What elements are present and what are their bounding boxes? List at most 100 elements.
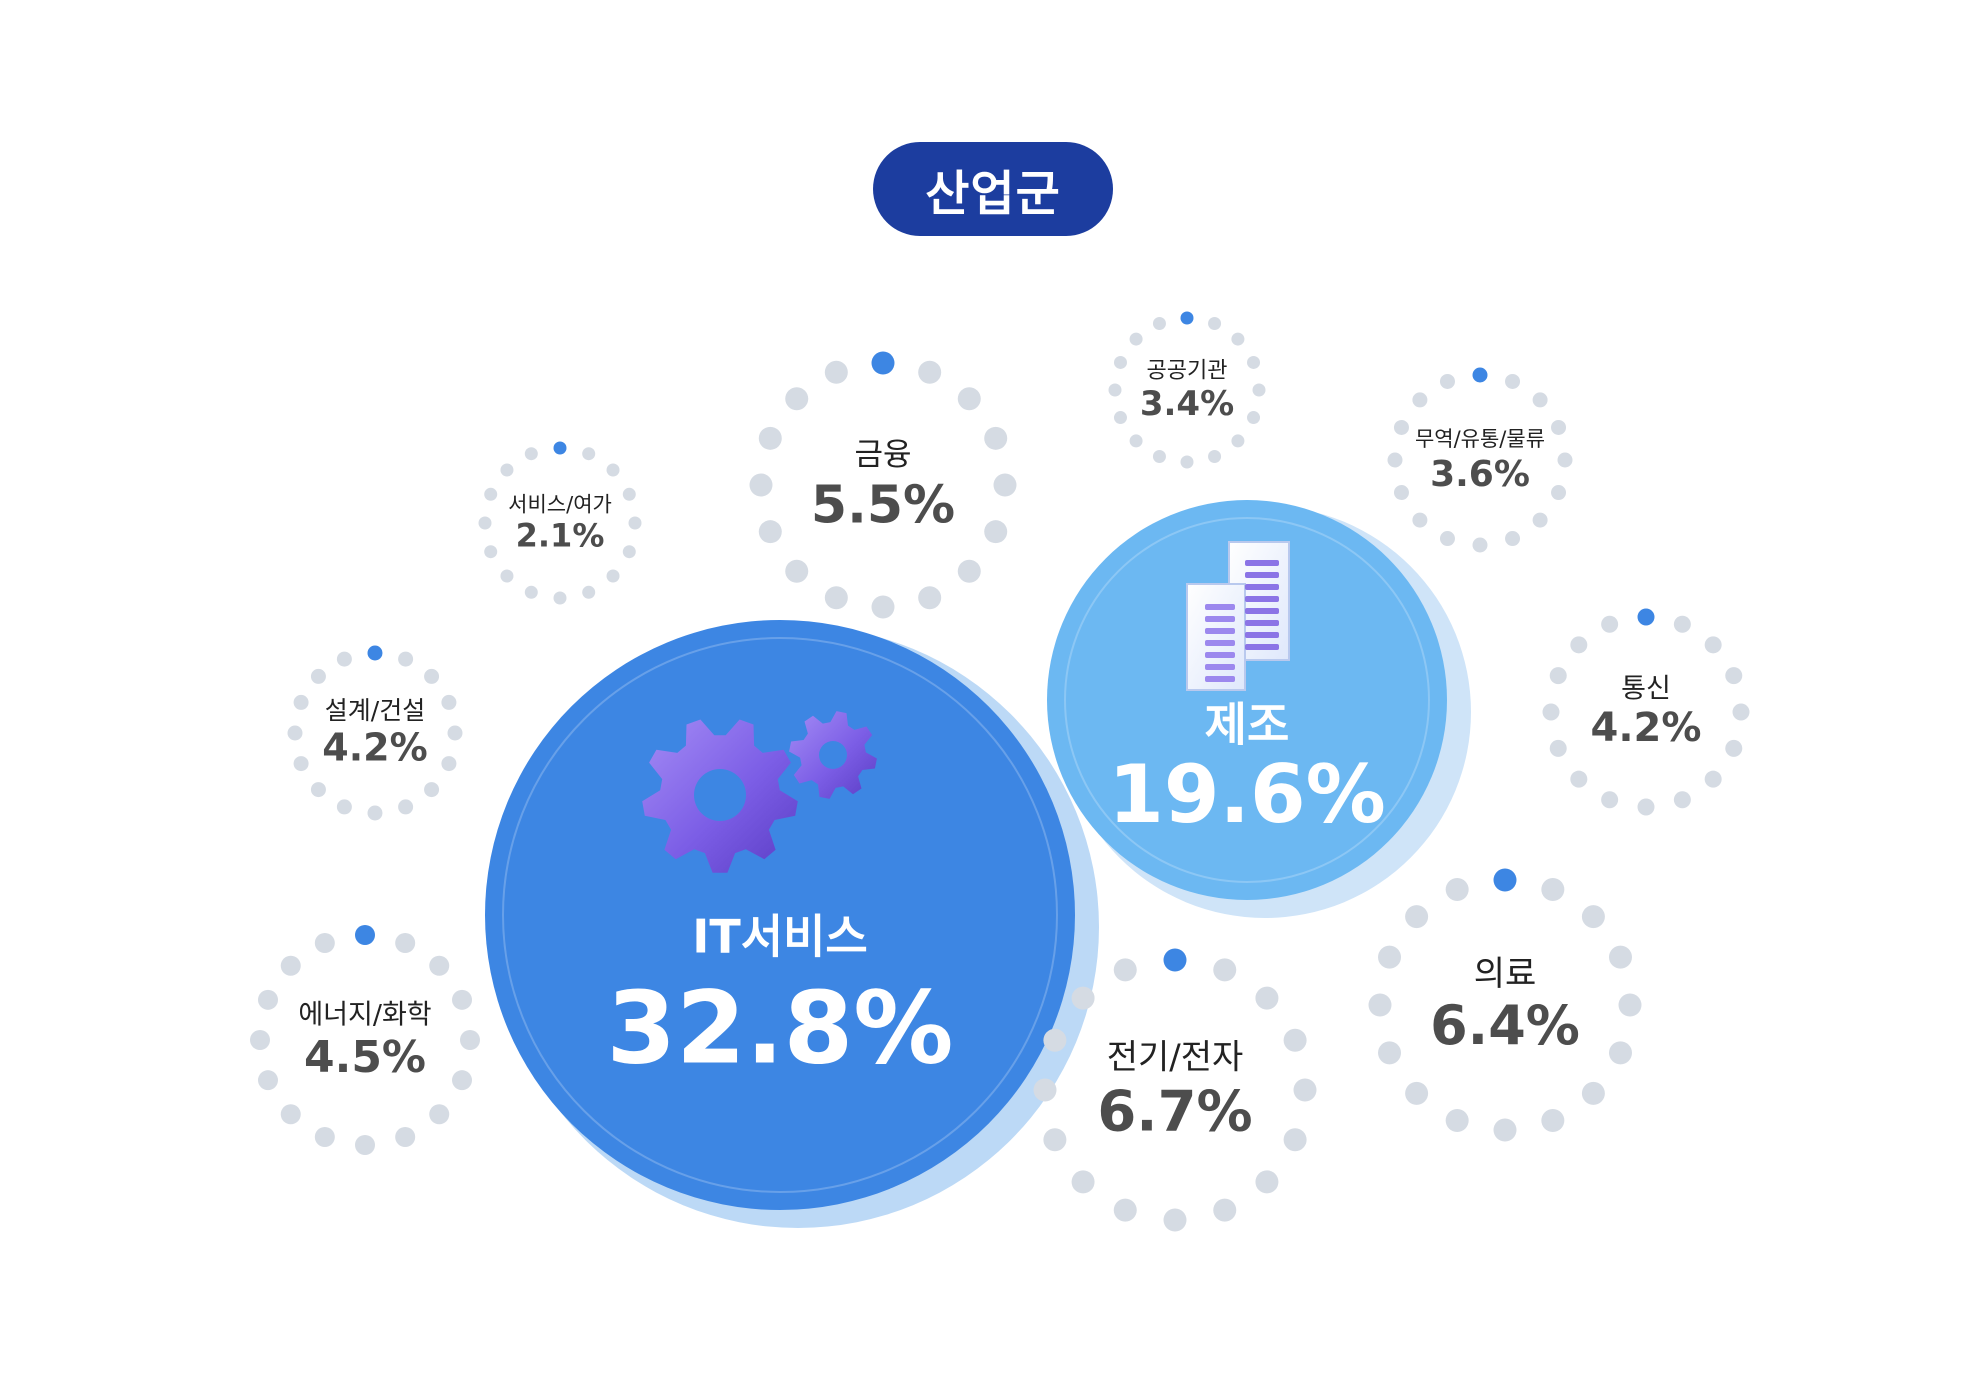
ring-dot: [606, 463, 620, 477]
ring-dot: [1439, 531, 1455, 547]
ring-dot: [1725, 667, 1743, 685]
ring-dot: [1255, 986, 1279, 1010]
category-7-dot-ring: [1542, 608, 1750, 816]
category-9-dot-ring: [1108, 311, 1266, 469]
category-3-bubble: [1368, 868, 1642, 1142]
gears-icon: [642, 711, 877, 873]
ring-dot: [1551, 485, 1567, 501]
ring-dot: [1570, 770, 1588, 788]
ring-dot: [336, 651, 352, 667]
ring-dot: [918, 360, 942, 384]
ring-dot: [500, 569, 514, 583]
ring-dot: [1704, 636, 1722, 654]
ring-dot: [250, 1030, 270, 1050]
ring-dot: [1378, 945, 1402, 969]
category-4-bubble: [749, 351, 1017, 619]
ring-dot: [1637, 798, 1655, 816]
ring-dot: [1439, 373, 1455, 389]
ring-dot: [1283, 1128, 1307, 1152]
ring-dot: [524, 585, 538, 599]
ring-dot: [758, 520, 782, 544]
ring-dot: [355, 1135, 375, 1155]
ring-dot: [824, 586, 848, 610]
category-6-bubble: [287, 645, 463, 821]
category-9-bubble: [1108, 311, 1266, 469]
category-3-dot-ring: [1368, 868, 1642, 1142]
ring-dot: [1673, 615, 1691, 633]
ring-dot: [1618, 993, 1642, 1017]
category-4-dot-ring: [749, 351, 1017, 619]
ring-dot: [1231, 332, 1245, 346]
ring-dot: [622, 545, 636, 559]
ring-dot: [553, 441, 567, 455]
ring-dot: [1505, 373, 1521, 389]
ring-dot: [606, 569, 620, 583]
ring-dot: [1532, 392, 1548, 408]
ring-dot: [452, 989, 473, 1010]
ring-dot: [1608, 1041, 1632, 1065]
ring-dot: [1445, 878, 1469, 902]
category-8-bubble: [1387, 367, 1573, 553]
category-5-value: 4.5%: [304, 1032, 426, 1083]
ring-dot: [1163, 1208, 1187, 1232]
ring-dot: [1445, 1108, 1469, 1132]
ring-dot: [993, 473, 1017, 497]
ring-dot: [871, 595, 895, 619]
category-7-name: 통신: [1621, 674, 1671, 705]
ring-dot: [1113, 1198, 1137, 1222]
category-6-name: 설계/건설: [325, 696, 425, 725]
ring-dot: [500, 463, 514, 477]
ring-dot: [1180, 455, 1194, 469]
ring-dot: [1293, 1078, 1317, 1102]
ring-dot: [1368, 993, 1392, 1017]
ring-dot: [1637, 608, 1655, 626]
ring-dot: [398, 651, 414, 667]
ring-dot: [1387, 452, 1403, 468]
ring-dot: [280, 955, 301, 976]
ring-dot: [424, 668, 440, 684]
ring-dot: [287, 725, 303, 741]
ring-dot: [280, 1104, 301, 1125]
ring-dot: [355, 925, 375, 945]
ring-dot: [367, 645, 383, 661]
ring-dot: [441, 694, 457, 710]
ring-dot: [1393, 485, 1409, 501]
bubble-circle: [1047, 500, 1447, 900]
ring-dot: [824, 360, 848, 384]
category-9-value: 3.4%: [1140, 384, 1234, 424]
ring-dot: [1113, 411, 1127, 425]
ring-dot: [1557, 452, 1573, 468]
ring-dot: [1255, 1170, 1279, 1194]
bubble-circle: [485, 620, 1075, 1210]
ring-dot: [1405, 905, 1429, 929]
ring-dot: [1505, 531, 1521, 547]
ring-dot: [1247, 355, 1261, 369]
category-5-dot-ring: [250, 925, 480, 1155]
ring-dot: [1601, 615, 1619, 633]
category-2-name: 전기/전자: [1107, 1038, 1244, 1078]
ring-dot: [395, 932, 416, 953]
ring-dot: [1732, 703, 1750, 721]
ring-dot: [395, 1127, 416, 1148]
ring-dot: [749, 473, 773, 497]
category-0-value: 32.8%: [607, 969, 954, 1086]
ring-dot: [1108, 383, 1122, 397]
ring-dot: [1129, 332, 1143, 346]
chart-title: 산업군: [873, 142, 1113, 236]
ring-dot: [478, 516, 492, 530]
category-6-dot-ring: [287, 645, 463, 821]
ring-dot: [484, 545, 498, 559]
ring-dot: [1412, 512, 1428, 528]
ring-dot: [622, 487, 636, 501]
ring-dot: [447, 725, 463, 741]
ring-dot: [1549, 667, 1567, 685]
ring-dot: [314, 1127, 335, 1148]
ring-dot: [871, 351, 895, 375]
ring-dot: [957, 387, 981, 411]
ring-dot: [1213, 958, 1237, 982]
category-3-value: 6.4%: [1430, 994, 1580, 1057]
buildings-icon: [1186, 541, 1290, 691]
ring-dot: [785, 387, 809, 411]
ring-dot: [424, 782, 440, 798]
